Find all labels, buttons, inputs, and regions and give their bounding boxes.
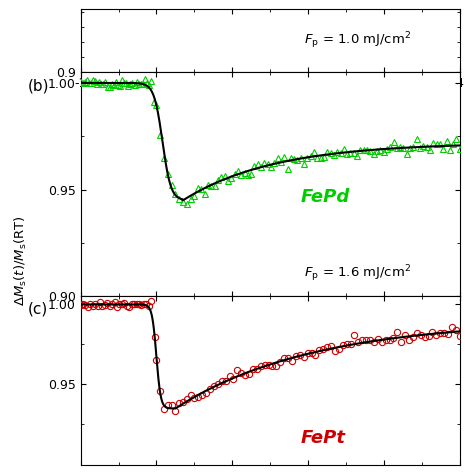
Text: $\mathit{F}_\mathrm{p}$ = 1.0 mJ/cm$^2$: $\mathit{F}_\mathrm{p}$ = 1.0 mJ/cm$^2$ [304, 30, 411, 51]
Text: $\Delta M_\mathrm{s}(t)/M_\mathrm{s}(\mathrm{RT})$: $\Delta M_\mathrm{s}(t)/M_\mathrm{s}(\ma… [13, 215, 29, 306]
Text: FePd: FePd [301, 188, 350, 206]
Text: FePt: FePt [301, 428, 346, 447]
Text: (c): (c) [27, 301, 48, 317]
Text: $\mathit{F}_\mathrm{p}$ = 1.6 mJ/cm$^2$: $\mathit{F}_\mathrm{p}$ = 1.6 mJ/cm$^2$ [304, 264, 411, 284]
Text: (b): (b) [27, 79, 49, 94]
